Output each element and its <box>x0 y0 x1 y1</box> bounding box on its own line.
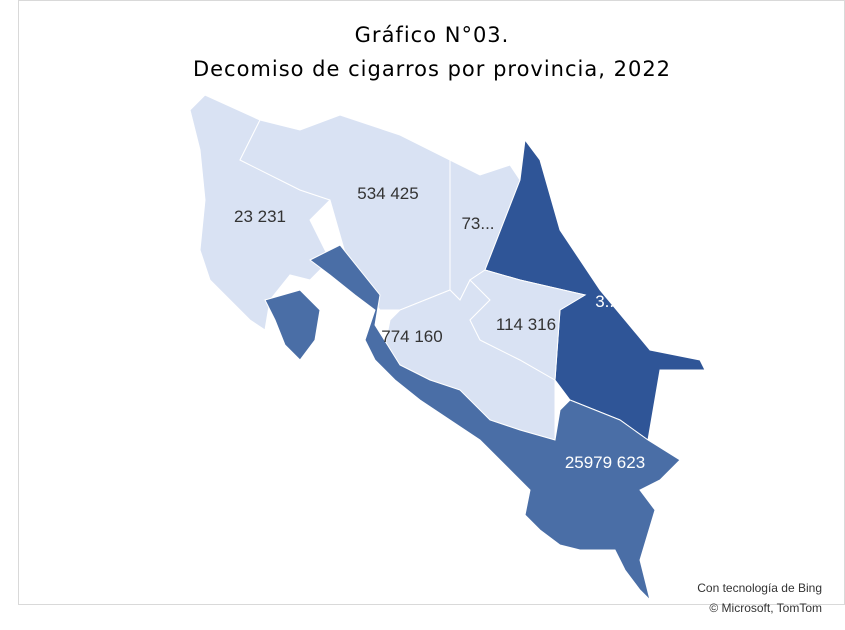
data-label: 774 160 <box>381 327 442 346</box>
province <box>264 244 681 602</box>
data-label: 23 231 <box>234 207 286 226</box>
data-label: 73... <box>461 214 494 233</box>
chart-title: Gráfico N°03. <box>355 23 510 47</box>
attribution: © Microsoft, TomTom <box>709 601 822 615</box>
data-label: 25979 623 <box>565 453 645 472</box>
data-label: 3... <box>595 292 619 311</box>
attribution: Con tecnología de Bing <box>697 581 822 595</box>
chart-subtitle: Decomiso de cigarros por provincia, 2022 <box>193 57 671 81</box>
province <box>469 269 587 381</box>
data-label: 534 425 <box>357 184 418 203</box>
data-label: 114 316 <box>496 315 556 334</box>
